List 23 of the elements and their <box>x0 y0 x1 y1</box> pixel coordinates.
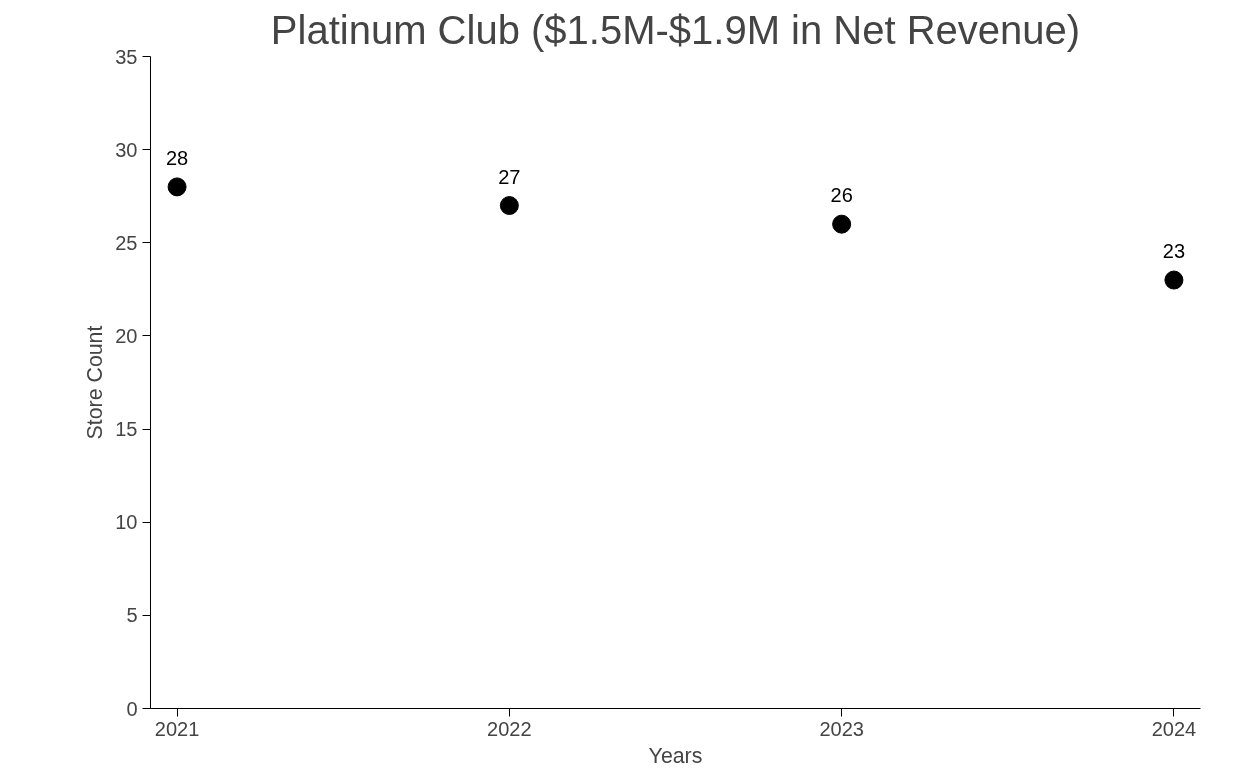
y-tick-label: 35 <box>115 45 138 68</box>
data-label: 27 <box>498 165 521 188</box>
data-label: 28 <box>165 146 189 169</box>
y-tick-label: 15 <box>115 418 138 441</box>
x-axis-title: Years <box>648 743 703 768</box>
data-label: 23 <box>1162 240 1186 263</box>
x-tick-label: 2024 <box>1151 717 1197 740</box>
y-tick-label: 20 <box>115 324 138 347</box>
data-label: 26 <box>830 184 853 207</box>
point <box>1164 270 1184 290</box>
y-tick-label: 5 <box>126 604 138 627</box>
y-tick-label: 30 <box>115 138 138 161</box>
x-tick-label: 2021 <box>154 717 200 740</box>
y-tick-label: 0 <box>126 697 138 720</box>
point <box>499 196 519 216</box>
y-tick-label: 25 <box>115 231 138 254</box>
x-tick-label: 2023 <box>819 717 864 740</box>
chart-title: Platinum Club ($1.5M-$1.9M in Net Revenue) <box>270 7 1081 52</box>
point <box>832 214 852 234</box>
point <box>167 177 187 197</box>
x-tick-label: 2022 <box>487 717 532 740</box>
y-tick-label: 10 <box>115 511 138 534</box>
y-axis-title: Store Count <box>83 325 108 440</box>
